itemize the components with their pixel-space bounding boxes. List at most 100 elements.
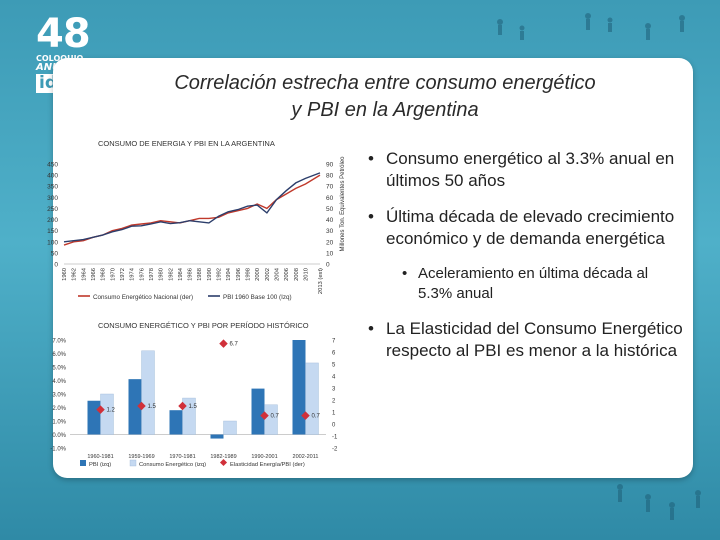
y-tick-label: 0 [54,262,58,269]
x-tick-label: 1992 [217,268,223,281]
chart-title: CONSUMO ENERGÉTICO Y PBI POR PERÍODO HIS… [98,321,309,330]
elasticity-marker [178,401,187,411]
x-tick-label: 2013 (est) [318,268,324,294]
y-tick-label: 250 [47,206,58,213]
x-tick-label: 1986 [188,268,194,281]
y2-tick-label: 0 [332,423,336,429]
line-chart-consumo-pbi: CONSUMO DE ENERGIA Y PBI EN LA ARGENTINA… [47,139,346,301]
slide-title-line2: y PBI en la Argentina [291,99,479,121]
x-tick-label: 1988 [197,268,203,281]
bar-pbi [251,388,265,435]
x-tick-label: 1960-1981 [87,454,113,460]
x-tick-label: 2006 [284,268,290,281]
y2-tick-label: 60 [326,195,334,202]
legend-label-consumo: Consumo Energético Nacional (der) [93,294,193,301]
x-tick-label: 1998 [246,268,252,281]
bar-consumo [223,420,237,435]
y2-tick-label: 0 [326,262,330,269]
x-tick-label: 1982-1989 [210,454,236,460]
x-tick-label: 1990 [207,268,213,281]
y-tick-label: 300 [47,195,58,202]
x-tick-label: 1996 [236,268,242,281]
bullet-item: Consumo energético al 3.3% anual en últi… [366,148,686,192]
bar-consumo [100,393,114,435]
x-tick-label: 1994 [226,267,232,281]
bar-consumo [264,404,278,435]
elasticity-marker [301,411,310,420]
legend-label-pbi: PBI 1960 Base 100 (Izq) [223,294,292,301]
x-tick-label: 1980 [159,268,165,281]
y2-tick-label: 80 [326,173,334,180]
elasticity-marker [219,339,228,348]
bar-chart-periodos: CONSUMO ENERGÉTICO Y PBI POR PERÍODO HIS… [50,321,338,468]
slide-title: Correlación estrecha entre consumo energ… [60,70,710,124]
chart-title: CONSUMO DE ENERGIA Y PBI EN LA ARGENTINA [98,139,275,148]
bar-consumo [182,397,196,435]
y-tick-label: 400 [47,173,58,180]
legend-label-consumo: Consumo Energético (izq) [139,462,206,468]
y2-tick-label: 2 [332,399,336,405]
bullet-subitem: Aceleramiento en última década al 5.3% a… [366,264,686,304]
y2-tick-label: 10 [326,250,334,257]
series-line-pbi [63,172,321,243]
legend-label-elasticidad: Elasticidad Energía/PBI (der) [230,462,305,468]
y2-tick-label: 70 [326,184,334,191]
bar-consumo [305,362,319,435]
bullet-item: La Elasticidad del Consumo Energético re… [366,318,686,362]
x-tick-label: 1970-1981 [169,454,195,460]
elasticity-marker [137,401,146,411]
legend-swatch-pbi [80,460,86,466]
y-tick-label: 7.0% [52,339,66,345]
y2-tick-label: 1 [332,411,336,417]
bar-pbi [292,340,306,435]
y-tick-label: 4.0% [52,379,66,385]
x-tick-label: 1970 [110,268,116,281]
y-tick-label: 3.0% [52,393,66,399]
x-tick-label: 2002-2011 [293,454,319,460]
elasticity-label: 6.7 [230,342,239,348]
y2-tick-label: 6 [332,351,336,357]
y2-axis-label: Millones Ton. Equivalentes Petróleo [340,156,346,252]
x-tick-label: 2000 [255,268,261,281]
bar-pbi [169,410,183,435]
y2-tick-label: 40 [326,217,334,224]
bar-pbi [128,379,142,435]
bar-pbi [87,400,101,435]
legend-label-pbi: PBI (izq) [89,462,111,468]
x-tick-label: 1978 [149,268,155,281]
y-tick-label: 2.0% [52,406,66,412]
legend-swatch-consumo [129,459,137,467]
logo-line1: COLOQUIO [36,54,84,63]
legend-swatch-elasticidad [219,458,228,467]
x-tick-label: 1960 [62,268,68,281]
elasticity-label: 1.5 [189,404,198,410]
x-tick-label: 1968 [101,268,107,281]
x-tick-label: 1990-2001 [251,454,277,460]
x-tick-label: 1964 [81,267,87,281]
x-tick-label: 1974 [130,267,136,281]
y2-tick-label: 90 [326,162,334,169]
y2-tick-label: 3 [332,387,336,393]
elasticity-label: 0.7 [312,414,321,420]
y2-tick-label: 50 [326,206,334,213]
x-tick-label: 1959-1969 [128,454,154,460]
x-tick-label: 1976 [139,268,145,281]
elasticity-label: 0.7 [271,414,280,420]
elasticity-label: 1.5 [148,404,157,410]
elasticity-label: 1.2 [107,408,116,414]
y-tick-label: 100 [47,239,58,246]
crowd-decoration-bottom [617,484,701,520]
y-tick-label: 450 [47,162,58,169]
x-tick-label: 2002 [265,268,271,281]
logo-number: 48 [36,11,91,57]
y-tick-label: 200 [47,217,58,224]
x-tick-label: 1962 [72,268,78,281]
bar-pbi [210,434,224,439]
bullet-item: Última década de elevado crecimiento eco… [366,206,686,250]
y2-tick-label: -2 [332,447,338,453]
y2-tick-label: 30 [326,228,334,235]
y-tick-label: 0.0% [52,433,66,439]
y-tick-label: 5.0% [52,366,66,372]
y-tick-label: -1.0% [50,447,66,453]
y-tick-label: 350 [47,184,58,191]
